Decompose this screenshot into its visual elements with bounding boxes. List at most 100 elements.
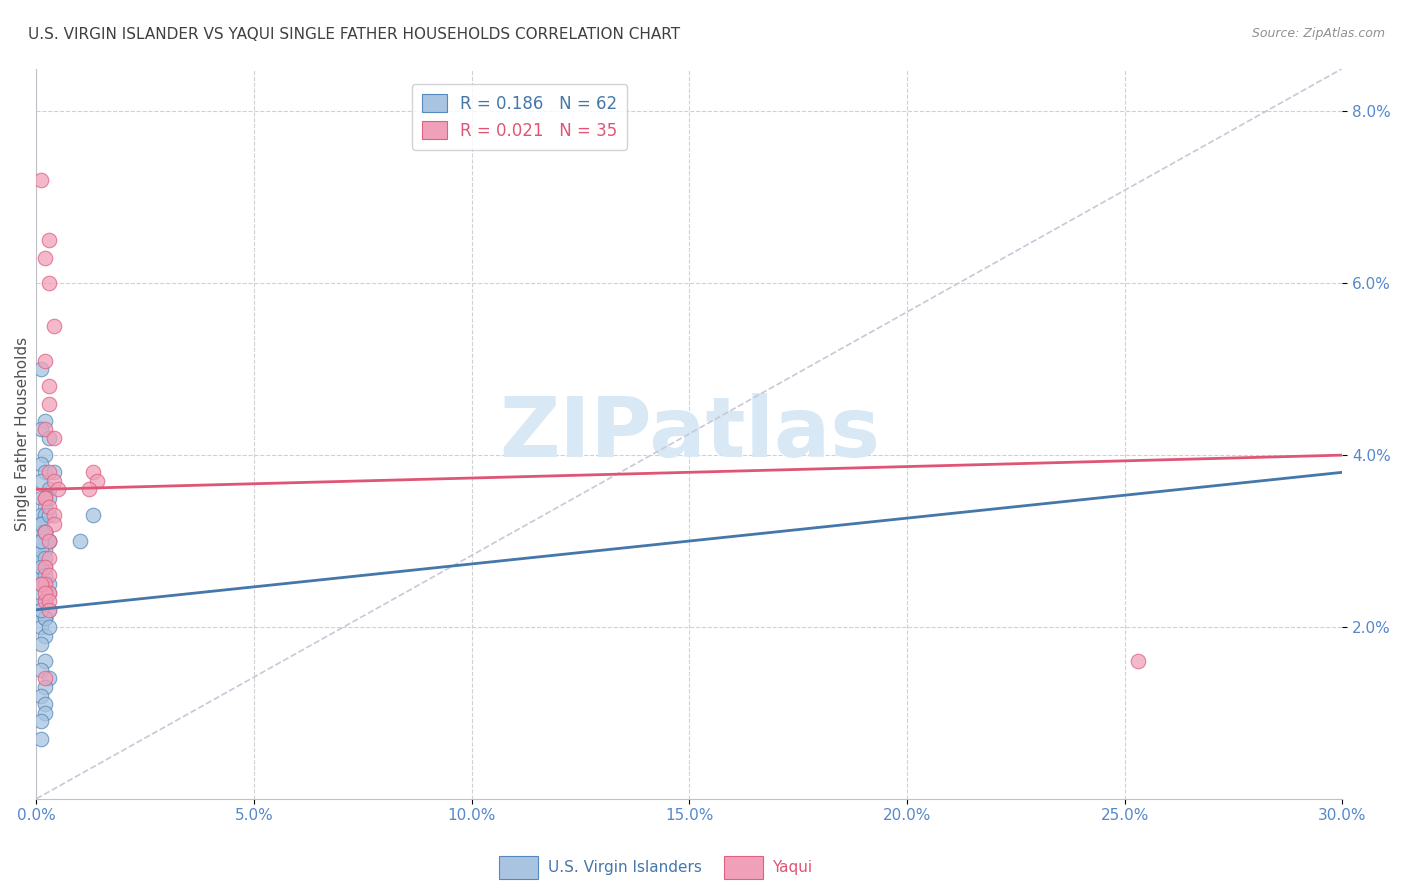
- Point: [42, 431, 65, 445]
- Point: [38, 672, 60, 686]
- Point: [30, 173, 52, 187]
- Point: [34, 654, 56, 668]
- Point: [30, 731, 52, 746]
- Point: [38, 465, 60, 479]
- Point: [30, 516, 52, 531]
- Point: [38, 431, 60, 445]
- Point: [1126, 654, 1149, 668]
- Point: [30, 559, 52, 574]
- Point: [38, 620, 60, 634]
- Point: [30, 474, 52, 488]
- Point: [42, 516, 65, 531]
- Point: [34, 611, 56, 625]
- Point: [38, 603, 60, 617]
- Point: [38, 277, 60, 291]
- Point: [38, 233, 60, 247]
- Point: [30, 603, 52, 617]
- Point: [38, 500, 60, 514]
- Point: [77, 483, 100, 497]
- Point: [30, 714, 52, 729]
- Point: [34, 594, 56, 608]
- Point: [30, 551, 52, 566]
- Point: [38, 585, 60, 599]
- Point: [38, 585, 60, 599]
- Point: [38, 508, 60, 523]
- Point: [34, 594, 56, 608]
- Point: [34, 594, 56, 608]
- Text: U.S. Virgin Islanders: U.S. Virgin Islanders: [548, 861, 702, 875]
- Text: Yaqui: Yaqui: [772, 861, 813, 875]
- Point: [30, 637, 52, 651]
- Point: [30, 577, 52, 591]
- Point: [34, 611, 56, 625]
- Point: [34, 551, 56, 566]
- Point: [30, 491, 52, 505]
- Point: [86, 474, 108, 488]
- Point: [30, 620, 52, 634]
- Point: [30, 525, 52, 540]
- Point: [42, 465, 65, 479]
- Point: [34, 525, 56, 540]
- Point: [30, 457, 52, 471]
- Point: [34, 414, 56, 428]
- Point: [82, 508, 104, 523]
- Point: [38, 603, 60, 617]
- Point: [82, 465, 104, 479]
- Point: [38, 396, 60, 410]
- Point: [34, 611, 56, 625]
- Point: [38, 491, 60, 505]
- Point: [34, 491, 56, 505]
- Point: [30, 603, 52, 617]
- Point: [30, 508, 52, 523]
- Point: [34, 525, 56, 540]
- Point: [34, 577, 56, 591]
- Point: [30, 585, 52, 599]
- Point: [38, 534, 60, 549]
- Point: [38, 551, 60, 566]
- Point: [30, 689, 52, 703]
- Point: [34, 706, 56, 720]
- Point: [34, 491, 56, 505]
- Point: [38, 534, 60, 549]
- Point: [34, 577, 56, 591]
- Point: [34, 628, 56, 642]
- Point: [38, 379, 60, 393]
- Point: [30, 534, 52, 549]
- Point: [30, 542, 52, 557]
- Point: [38, 534, 60, 549]
- Point: [30, 422, 52, 436]
- Point: [42, 474, 65, 488]
- Point: [34, 422, 56, 436]
- Point: [30, 577, 52, 591]
- Point: [34, 568, 56, 582]
- Point: [34, 542, 56, 557]
- Point: [38, 483, 60, 497]
- Point: [34, 508, 56, 523]
- Point: [34, 525, 56, 540]
- Point: [42, 319, 65, 334]
- Point: [34, 585, 56, 599]
- Point: [30, 534, 52, 549]
- Text: ZIPatlas: ZIPatlas: [499, 393, 880, 475]
- Point: [38, 568, 60, 582]
- Y-axis label: Single Father Households: Single Father Households: [15, 336, 30, 531]
- Point: [34, 680, 56, 694]
- Point: [34, 698, 56, 712]
- Point: [46, 483, 69, 497]
- Point: [34, 559, 56, 574]
- Point: [30, 663, 52, 677]
- Point: [34, 525, 56, 540]
- Point: [42, 508, 65, 523]
- Point: [34, 500, 56, 514]
- Point: [34, 448, 56, 462]
- Text: Source: ZipAtlas.com: Source: ZipAtlas.com: [1251, 27, 1385, 40]
- Point: [30, 362, 52, 376]
- Point: [34, 353, 56, 368]
- Point: [69, 534, 91, 549]
- Point: [34, 559, 56, 574]
- Point: [34, 465, 56, 479]
- Point: [34, 251, 56, 265]
- Point: [30, 516, 52, 531]
- Text: U.S. VIRGIN ISLANDER VS YAQUI SINGLE FATHER HOUSEHOLDS CORRELATION CHART: U.S. VIRGIN ISLANDER VS YAQUI SINGLE FAT…: [28, 27, 681, 42]
- Point: [38, 594, 60, 608]
